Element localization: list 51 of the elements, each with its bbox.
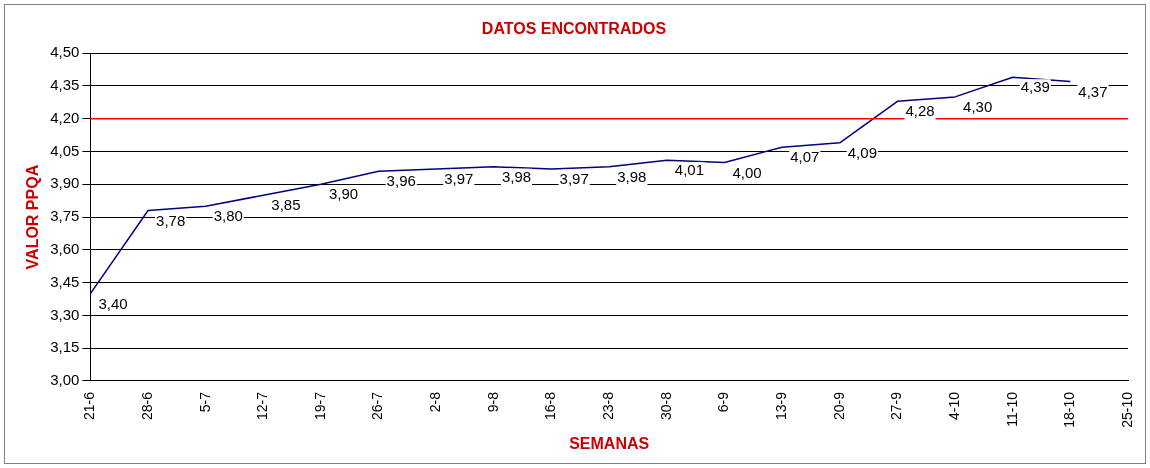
x-tick-label: 13-9 — [772, 391, 789, 421]
data-label: 4,28 — [905, 102, 935, 120]
y-tick-label: 4,50 — [50, 43, 80, 61]
data-label: 4,07 — [790, 148, 820, 166]
x-tick-label: 5-7 — [196, 391, 213, 413]
data-label: 3,40 — [98, 294, 128, 312]
y-tick-label: 4,35 — [50, 76, 80, 94]
y-tick-label: 3,45 — [50, 272, 80, 290]
x-tick-label: 16-8 — [542, 391, 559, 421]
data-label: 3,80 — [213, 207, 243, 225]
y-tick-label: 3,00 — [50, 371, 80, 389]
data-label: 3,78 — [156, 211, 186, 229]
data-label: 4,00 — [732, 163, 762, 181]
data-label: 3,90 — [328, 185, 359, 203]
data-label: 4,39 — [1020, 78, 1050, 96]
data-label: 4,37 — [1078, 82, 1108, 100]
x-tick-label: 21-6 — [81, 391, 98, 421]
data-label: 3,96 — [386, 172, 416, 190]
x-tick-label: 18-10 — [1061, 391, 1078, 428]
y-axis-title: VALOR PPQA — [24, 164, 42, 270]
data-label: 3,98 — [617, 167, 647, 185]
x-tick-label: 25-10 — [1118, 391, 1135, 428]
y-tick-label: 3,90 — [50, 174, 80, 192]
x-tick-label: 12-7 — [254, 391, 271, 421]
data-label: 4,09 — [847, 143, 877, 161]
y-tick-label: 3,75 — [50, 207, 80, 225]
y-tick-label: 3,30 — [50, 305, 80, 323]
y-tick-label: 3,15 — [50, 338, 80, 356]
chart-title: DATOS ENCONTRADOS — [481, 20, 667, 38]
y-tick-label: 4,05 — [50, 141, 80, 159]
x-tick-label: 6-9 — [715, 391, 732, 413]
x-tick-label: 2-8 — [427, 391, 444, 413]
x-tick-label: 11-10 — [1003, 391, 1020, 427]
x-tick-label: 4-10 — [945, 391, 962, 421]
x-tick-label: 20-9 — [830, 391, 847, 421]
data-label: 3,98 — [501, 167, 532, 185]
x-tick-label: 23-8 — [600, 391, 617, 421]
x-axis-title: SEMANAS — [569, 434, 650, 452]
x-tick-label: 26-7 — [369, 391, 386, 421]
data-label: 3,85 — [271, 196, 301, 214]
y-tick-label: 4,20 — [50, 108, 80, 126]
data-label: 4,30 — [963, 98, 993, 116]
x-tick-label: 28-6 — [138, 391, 155, 421]
y-tick-label: 3,60 — [50, 240, 80, 258]
data-label: 3,97 — [444, 170, 474, 188]
data-label: 3,97 — [559, 170, 589, 188]
x-tick-label: 19-7 — [311, 391, 328, 421]
data-label: 4,01 — [674, 161, 705, 179]
x-tick-label: 9-8 — [484, 391, 501, 413]
x-tick-label: 30-8 — [657, 391, 674, 421]
x-tick-label: 27-9 — [888, 391, 905, 421]
